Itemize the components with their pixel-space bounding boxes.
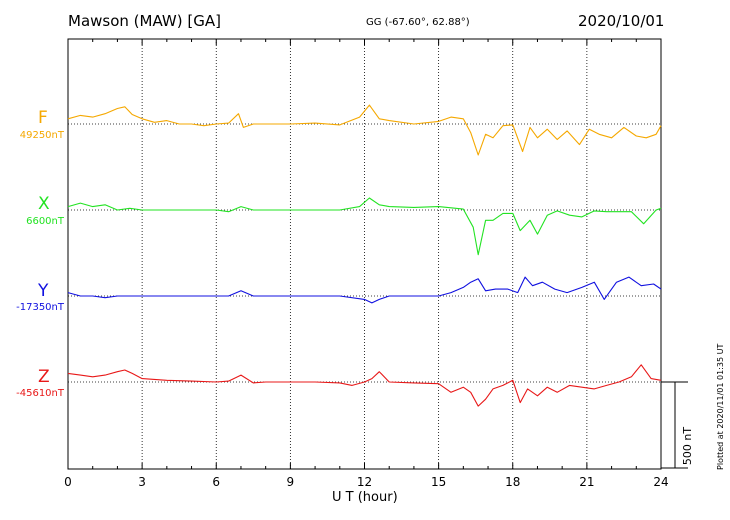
x-axis: 0 3 6 9 12 15 18 21 24: [64, 39, 669, 489]
x-axis-title: U T (hour): [332, 490, 398, 505]
x-tick-label: 21: [579, 475, 594, 489]
trace-baseline-f: 49250nT: [19, 130, 64, 141]
series-line-f: [67, 104, 662, 156]
series-line-x: [67, 197, 662, 256]
scale-bar-label: 500 nT: [681, 427, 694, 465]
trace-letter-y: Y: [38, 281, 49, 301]
x-tick-label: 9: [287, 475, 295, 489]
series-line-y: [67, 276, 662, 304]
trace-baseline-x: 6600nT: [26, 216, 64, 227]
trace-letter-x: X: [38, 194, 50, 214]
x-tick-label: 6: [212, 475, 220, 489]
trace-letter-z: Z: [38, 367, 50, 387]
grid: [68, 39, 688, 469]
trace-letter-f: F: [38, 108, 48, 128]
x-tick-label: 3: [138, 475, 146, 489]
series-line-z: [67, 364, 662, 407]
station-title: Mawson (MAW) [GA]: [68, 12, 221, 30]
x-tick-label: 0: [64, 475, 72, 489]
plot-frame: [67, 38, 662, 470]
scale-bar: 500 nT: [661, 381, 694, 469]
coordinates-label: GG (-67.60°, 62.88°): [366, 17, 470, 28]
trace-baseline-y: -17350nT: [16, 302, 64, 313]
trace-baseline-z: -45610nT: [16, 388, 64, 399]
series-layer: [67, 104, 662, 407]
date-label: 2020/10/01: [578, 12, 665, 30]
x-tick-label: 18: [505, 475, 520, 489]
x-tick-label: 12: [357, 475, 372, 489]
x-tick-label: 24: [653, 475, 668, 489]
x-tick-label: 15: [431, 475, 446, 489]
